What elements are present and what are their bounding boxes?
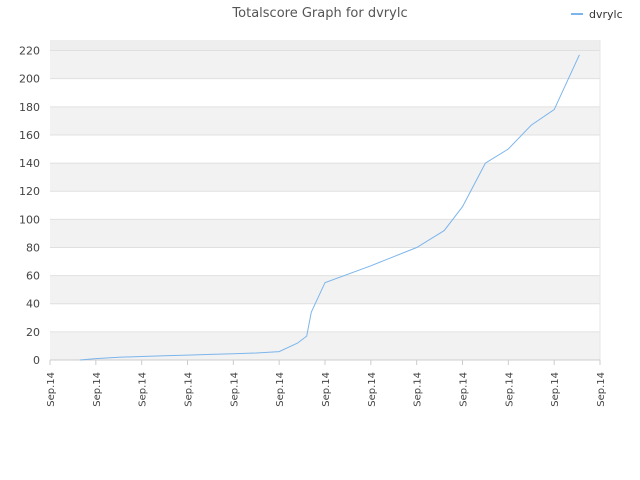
plot-band [50, 106, 600, 135]
plot-band [50, 219, 600, 248]
y-tick-label: 20 [26, 326, 40, 339]
plot-band [50, 303, 600, 332]
legend[interactable]: dvrylc [571, 8, 623, 21]
x-tick-label: Sep.14 [92, 372, 103, 407]
y-axis-ticks: 0 20 40 60 80 100 120 140 160 180 200 220 [19, 45, 40, 367]
plot-bands [50, 40, 600, 360]
y-tick-label: 180 [19, 101, 40, 114]
plot-band [50, 247, 600, 276]
plot-band [50, 50, 600, 79]
plot-band [50, 78, 600, 107]
y-tick-label: 160 [19, 129, 40, 142]
grid-lines [50, 40, 601, 361]
y-tick-label: 100 [19, 213, 40, 226]
plot-band [50, 331, 600, 360]
y-tick-label: 60 [26, 270, 40, 283]
x-tick-label: Sep.14 [184, 372, 195, 407]
chart-title: Totalscore Graph for dvrylc [231, 6, 407, 21]
y-tick-label: 220 [19, 45, 40, 58]
plot-band [50, 275, 600, 304]
y-tick-label: 200 [19, 73, 40, 86]
y-tick-label: 40 [26, 298, 40, 311]
legend-label-dvrylc[interactable]: dvrylc [589, 8, 623, 21]
x-tick-label: Sep.14 [367, 372, 378, 407]
x-tick-label: Sep.14 [138, 372, 149, 407]
plot-band [50, 40, 600, 51]
y-tick-label: 120 [19, 185, 40, 198]
plot-band [50, 163, 600, 192]
x-tick-label: Sep.14 [413, 372, 424, 407]
x-tick-label: Sep.14 [550, 372, 561, 407]
x-tick-label: Sep.14 [46, 372, 57, 407]
x-tick-label: Sep.14 [459, 372, 470, 407]
y-tick-label: 140 [19, 157, 40, 170]
y-tick-label: 0 [33, 354, 40, 367]
x-tick-label: Sep.14 [504, 372, 515, 407]
x-tick-label: Sep.14 [275, 372, 286, 407]
x-tick-label: Sep.14 [596, 372, 607, 407]
x-axis-ticks: Sep.14 Sep.14 Sep.14 Sep.14 Sep.14 Sep.14 Sep.… [46, 360, 607, 407]
x-tick-label: Sep.14 [229, 372, 240, 407]
x-tick-label: Sep.14 [321, 372, 332, 407]
y-tick-label: 80 [26, 241, 40, 254]
plot-band [50, 191, 600, 220]
series-line-dvrylc [79, 54, 580, 361]
